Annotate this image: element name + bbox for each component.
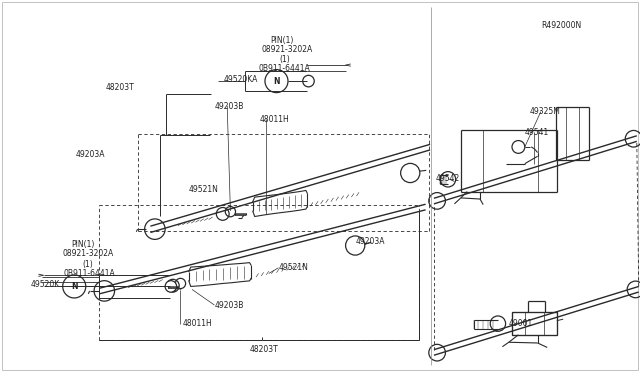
Circle shape — [165, 281, 177, 292]
Text: 48203T: 48203T — [106, 83, 134, 92]
Text: 49001: 49001 — [509, 319, 533, 328]
Text: (1): (1) — [82, 260, 93, 269]
Text: 48011H: 48011H — [259, 115, 289, 124]
Text: 49203B: 49203B — [214, 301, 244, 310]
Text: PIN(1): PIN(1) — [270, 36, 294, 45]
Text: 49203B: 49203B — [214, 102, 244, 110]
Text: 49520KA: 49520KA — [224, 76, 259, 84]
Text: PIN(1): PIN(1) — [72, 240, 95, 249]
Text: 49521N: 49521N — [278, 263, 308, 272]
Text: N: N — [273, 77, 280, 86]
Text: R492000N: R492000N — [541, 21, 581, 30]
Text: 49541: 49541 — [525, 128, 549, 137]
Bar — [512, 312, 557, 335]
Text: 49521N: 49521N — [189, 185, 219, 194]
Text: 49325M: 49325M — [529, 107, 560, 116]
Text: 49203A: 49203A — [76, 150, 105, 159]
Text: N: N — [71, 282, 77, 291]
Text: 0B911-6441A: 0B911-6441A — [259, 64, 310, 73]
Text: 08921-3202A: 08921-3202A — [261, 45, 312, 54]
Text: 48203T: 48203T — [250, 345, 278, 354]
Circle shape — [303, 76, 314, 87]
Text: (1): (1) — [279, 55, 290, 64]
Circle shape — [265, 70, 288, 93]
Circle shape — [63, 275, 86, 298]
Text: 08921-3202A: 08921-3202A — [63, 249, 114, 258]
Text: 0B911-6441A: 0B911-6441A — [64, 269, 116, 278]
Text: 48011H: 48011H — [182, 319, 212, 328]
Text: 49203A: 49203A — [355, 237, 385, 246]
Text: 49520K: 49520K — [31, 280, 60, 289]
Text: 49542: 49542 — [435, 174, 460, 183]
